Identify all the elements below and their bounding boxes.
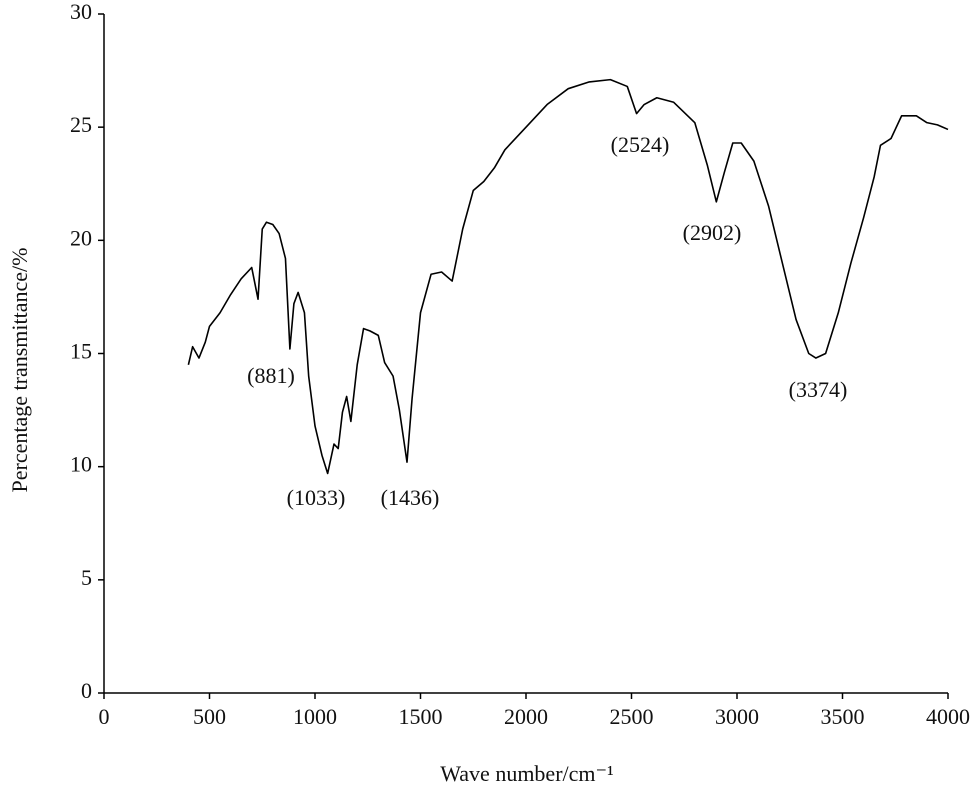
x-tick-label: 1500 bbox=[399, 704, 443, 729]
x-tick-label: 3000 bbox=[715, 704, 759, 729]
peak-annotation: (2902) bbox=[683, 220, 742, 245]
peak-annotation: (881) bbox=[247, 363, 295, 388]
peak-annotation: (3374) bbox=[789, 377, 848, 402]
x-tick-label: 2500 bbox=[610, 704, 654, 729]
x-tick-label: 1000 bbox=[293, 704, 337, 729]
x-tick-label: 2000 bbox=[504, 704, 548, 729]
peak-annotation: (1033) bbox=[287, 485, 346, 510]
spectrum-line bbox=[187, 78, 949, 475]
y-tick-label: 15 bbox=[70, 339, 92, 364]
x-axis-label: Wave number/cm⁻¹ bbox=[440, 761, 613, 786]
x-tick-label: 500 bbox=[193, 704, 226, 729]
y-axis-label: Percentage transmittance/% bbox=[7, 248, 32, 493]
peak-annotation: (2524) bbox=[611, 132, 670, 157]
peak-annotation: (1436) bbox=[381, 485, 440, 510]
y-tick-label: 10 bbox=[70, 452, 92, 477]
y-tick-label: 20 bbox=[70, 225, 92, 250]
x-tick-label: 3500 bbox=[821, 704, 865, 729]
y-tick-label: 30 bbox=[70, 0, 92, 24]
y-tick-label: 5 bbox=[81, 565, 92, 590]
y-tick-label: 0 bbox=[81, 678, 92, 703]
x-tick-label: 4000 bbox=[926, 704, 970, 729]
x-tick-label: 0 bbox=[99, 704, 110, 729]
y-tick-label: 25 bbox=[70, 112, 92, 137]
